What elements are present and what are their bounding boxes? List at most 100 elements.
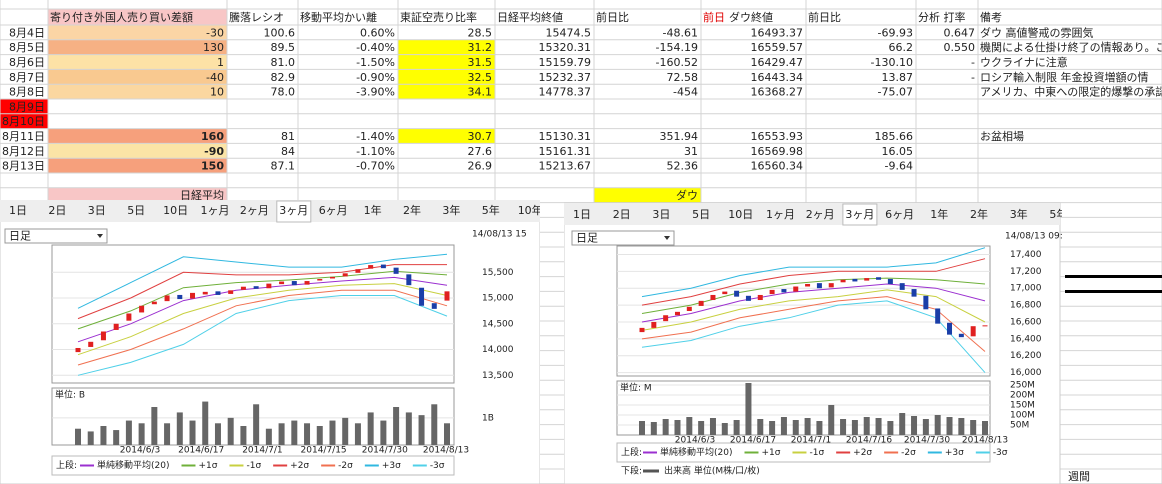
cell: -3.90% bbox=[356, 86, 395, 99]
row-header: 8月5日 bbox=[9, 41, 45, 54]
band-line bbox=[641, 258, 986, 306]
volume-bar bbox=[970, 420, 977, 435]
candle bbox=[228, 290, 234, 294]
cell: 15161.31 bbox=[539, 145, 592, 158]
period-tab[interactable]: 10日 bbox=[728, 208, 753, 221]
candle bbox=[911, 289, 917, 297]
interval-select[interactable] bbox=[571, 230, 675, 246]
period-tab[interactable]: 1ヶ月 bbox=[201, 204, 230, 217]
cell: -30 bbox=[206, 26, 224, 39]
period-tab[interactable]: 1ヶ月 bbox=[766, 208, 795, 221]
cell: -1.50% bbox=[356, 56, 395, 69]
candle bbox=[126, 313, 132, 321]
period-tab[interactable]: 3年 bbox=[442, 203, 460, 217]
x-tick-label: 2014/7/15 bbox=[301, 446, 347, 456]
period-tab[interactable]: 5日 bbox=[127, 204, 145, 217]
period-tab[interactable]: 3ヶ月 bbox=[845, 208, 874, 221]
candle bbox=[745, 295, 751, 301]
y-tick-label: 17,000 bbox=[1010, 284, 1042, 294]
period-tab[interactable]: 5日 bbox=[692, 208, 710, 221]
period-tab[interactable]: 2年 bbox=[970, 207, 988, 221]
candle bbox=[651, 321, 657, 328]
period-tab[interactable]: 2日 bbox=[48, 204, 66, 217]
candle bbox=[887, 278, 893, 284]
volume-bar bbox=[662, 419, 669, 435]
period-tab[interactable]: 10年 bbox=[1086, 207, 1111, 221]
y-tick-label: 250M bbox=[1010, 381, 1035, 391]
volume-bar bbox=[804, 418, 811, 435]
x-tick-label: 2014/7/1 bbox=[791, 436, 831, 446]
candle bbox=[947, 322, 953, 335]
y-tick-label: 16,400 bbox=[1010, 334, 1042, 344]
cell: 0.550 bbox=[944, 41, 976, 54]
period-tab[interactable]: 1日 bbox=[573, 208, 591, 221]
cell: 27.6 bbox=[468, 145, 493, 158]
period-tab[interactable]: 2日 bbox=[613, 208, 631, 221]
candle bbox=[113, 323, 119, 330]
period-tab[interactable]: 3日 bbox=[88, 204, 106, 217]
period-tab[interactable]: 1日 bbox=[9, 204, 27, 217]
cell: -75.07 bbox=[878, 86, 913, 99]
y-tick-label: 13,500 bbox=[482, 371, 514, 381]
candle bbox=[876, 277, 882, 280]
period-tab[interactable]: 1年 bbox=[930, 207, 948, 221]
period-tab[interactable]: 10年 bbox=[518, 203, 543, 217]
cell: 0.647 bbox=[944, 26, 976, 39]
y-tick-label: 16,800 bbox=[1010, 301, 1042, 311]
volume-bar bbox=[405, 412, 412, 445]
cell: 10 bbox=[210, 86, 224, 99]
cell: 34.1 bbox=[468, 86, 493, 99]
legend-label: +1σ bbox=[198, 461, 217, 471]
period-tab[interactable]: 5年 bbox=[482, 203, 500, 217]
period-tab[interactable]: 6ヶ月 bbox=[885, 208, 914, 221]
period-tab[interactable]: 3ヶ月 bbox=[279, 204, 308, 217]
volume-bar bbox=[733, 420, 740, 435]
cell: -9.64 bbox=[885, 160, 913, 173]
y-tick-label: 14,500 bbox=[482, 319, 514, 329]
period-tab[interactable]: 2ヶ月 bbox=[806, 208, 835, 221]
volume-bar bbox=[911, 416, 918, 435]
cell: 0.60% bbox=[360, 26, 395, 39]
volume-bar bbox=[100, 426, 107, 445]
volume-bar bbox=[240, 426, 247, 445]
cell: 130 bbox=[203, 41, 224, 54]
period-tab[interactable]: 2ヶ月 bbox=[240, 204, 269, 217]
legend-label: 出来高 単位(M株/口/枚) bbox=[664, 465, 760, 477]
period-tab[interactable]: 2年 bbox=[403, 203, 421, 217]
volume-bar bbox=[934, 415, 941, 435]
candle bbox=[852, 278, 858, 282]
cell-fill bbox=[48, 84, 227, 99]
cell: -154.19 bbox=[656, 41, 698, 54]
interval-select[interactable] bbox=[4, 228, 108, 244]
cell: 16429.47 bbox=[751, 56, 804, 69]
period-tab[interactable]: 5年 bbox=[1049, 207, 1067, 221]
header-part: ダウ終値 bbox=[729, 10, 773, 24]
row-header: 8月11日 bbox=[2, 130, 45, 143]
plot-area bbox=[51, 244, 455, 384]
cell: 日経平均 bbox=[180, 189, 224, 202]
rule bbox=[1065, 290, 1162, 293]
volume-bar bbox=[380, 420, 387, 445]
y-tick-label: 15,000 bbox=[482, 294, 514, 304]
volume-bar bbox=[899, 413, 906, 435]
header-cell: 移動平均かい離 bbox=[300, 10, 377, 24]
cell: -1.40% bbox=[356, 130, 395, 143]
cell: 31.5 bbox=[468, 56, 493, 69]
period-tab[interactable]: 3年 bbox=[1010, 207, 1028, 221]
volume-bar bbox=[265, 428, 272, 445]
candle bbox=[793, 286, 799, 292]
y-tick-label: 50M bbox=[1010, 421, 1029, 431]
y-tick-label: 16,000 bbox=[1010, 368, 1042, 378]
candle bbox=[722, 291, 728, 295]
period-tab[interactable]: 6ヶ月 bbox=[319, 204, 348, 217]
candle bbox=[342, 273, 348, 277]
period-tab[interactable]: 10日 bbox=[163, 204, 188, 217]
legend-label: 単純移動平均(20) bbox=[97, 459, 169, 471]
period-tab[interactable]: 1年 bbox=[364, 203, 382, 217]
volume-bar bbox=[214, 423, 221, 445]
period-tab[interactable]: 3日 bbox=[652, 208, 670, 221]
y-tick-label: 1B bbox=[482, 413, 494, 423]
volume-bar bbox=[828, 405, 835, 435]
